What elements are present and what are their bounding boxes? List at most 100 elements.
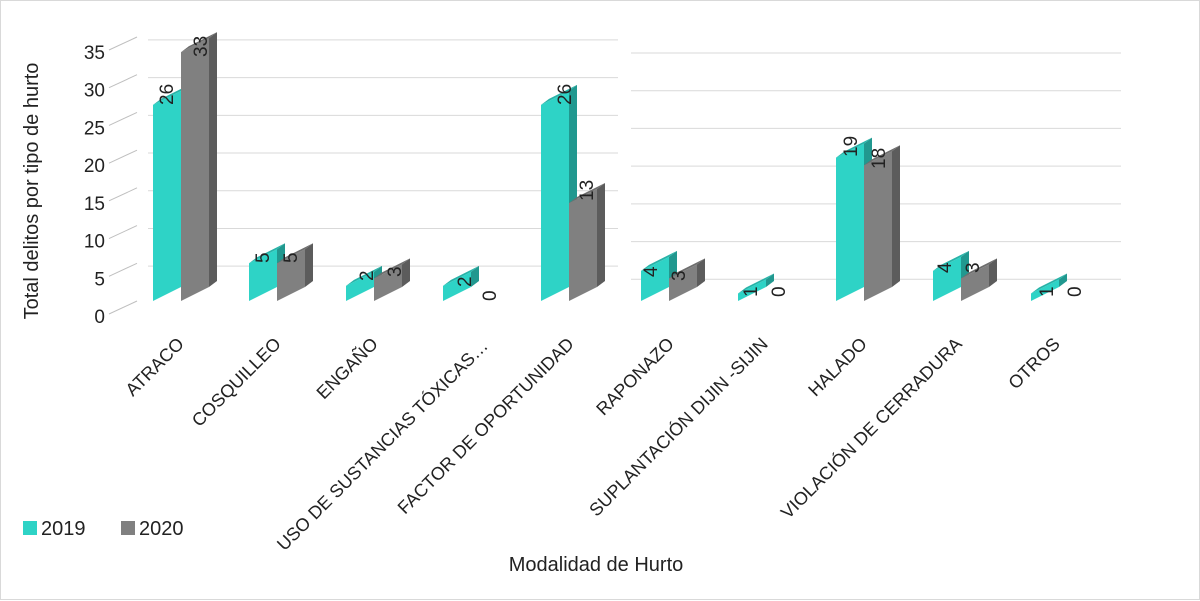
- data-label-2020-5: 3: [669, 270, 690, 281]
- data-label-2020-8: 3: [963, 262, 984, 273]
- bar-top-2020-2: [374, 258, 410, 279]
- legend-swatch-2019: [23, 521, 37, 535]
- y-tick-label: 5: [94, 269, 105, 290]
- category-label-1: COSQUILLEO: [188, 334, 285, 431]
- bar-top-2020-4: [569, 182, 605, 203]
- bar-top-2019-3: [443, 265, 479, 286]
- bar-side-2019-9: [1059, 273, 1067, 287]
- bar-top-2019-5: [641, 250, 677, 271]
- y-tick-label: 15: [84, 194, 105, 215]
- data-label-2019-8: 4: [935, 262, 956, 273]
- y-tick-mark: [108, 187, 138, 202]
- bar-top-2019-1: [249, 243, 285, 264]
- data-label-2019-0: 26: [157, 84, 178, 105]
- bar-side-2020-1: [305, 243, 313, 287]
- bar-2019-2: [346, 271, 374, 301]
- bar-top-2019-0: [153, 84, 189, 105]
- category-label-2: ENGAÑO: [312, 333, 382, 403]
- bar-side-2020-4: [597, 182, 605, 287]
- y-tick-label: 20: [84, 156, 105, 177]
- data-label-2019-1: 5: [253, 252, 274, 263]
- bar-2019-3: [443, 271, 471, 301]
- y-tick-label: 35: [84, 43, 105, 64]
- bar-top-2019-6: [738, 273, 774, 294]
- bar-2020-8: [961, 264, 989, 301]
- category-label-8: VIOLACIÓN DE CERRADURA: [776, 333, 966, 523]
- bar-2020-1: [277, 249, 305, 301]
- bar-top-2019-9: [1031, 273, 1067, 294]
- bar-top-2020-0: [181, 32, 217, 53]
- bar-2020-7: [864, 151, 892, 301]
- data-label-2020-0: 33: [191, 36, 212, 57]
- bar-top-2020-1: [277, 243, 313, 264]
- category-label-5: RAPONAZO: [592, 334, 678, 420]
- legend-swatch-2020: [121, 521, 135, 535]
- data-label-2019-6: 1: [741, 286, 762, 297]
- data-label-2019-3: 2: [455, 276, 476, 287]
- y-axis-ticks: 0 5 10 15 20 25 30 35: [84, 36, 138, 328]
- data-label-2020-1: 5: [281, 252, 302, 263]
- data-label-2019-4: 26: [555, 84, 576, 105]
- bar-side-2020-8: [989, 258, 997, 287]
- y-tick-label: 25: [84, 118, 105, 139]
- bar-top-2020-8: [961, 258, 997, 279]
- bar-2019-4: [541, 90, 569, 301]
- data-label-2019-9: 1: [1037, 286, 1058, 297]
- y-tick-mark: [108, 225, 138, 240]
- bar-top-2019-7: [836, 137, 872, 158]
- bar-side-2020-2: [402, 258, 410, 287]
- y-tick-mark: [108, 36, 138, 51]
- bar-side-2020-5: [697, 258, 705, 287]
- legend-label-2019: 2019: [41, 518, 86, 540]
- bar-2019-9: [1031, 279, 1059, 301]
- category-label-6: SUPLANTACIÓN DIJIN -SIJIN: [585, 333, 772, 520]
- legend: 2019 2020: [23, 518, 184, 540]
- data-label-2020-7: 18: [869, 148, 890, 169]
- bar-2019-1: [249, 249, 277, 301]
- bar-2019-5: [641, 256, 669, 301]
- category-label-0: ATRACO: [122, 334, 188, 400]
- legend-label-2020: 2020: [139, 518, 184, 540]
- data-label-2019-2: 2: [357, 270, 378, 281]
- data-label-2020-2: 3: [385, 266, 406, 277]
- bar-top-2019-4: [541, 84, 577, 105]
- data-label-2020-4: 13: [577, 180, 598, 201]
- gridlines: [148, 39, 1121, 280]
- bar-2020-0: [181, 38, 209, 301]
- y-tick-label: 30: [84, 81, 105, 102]
- bars: [153, 32, 1067, 301]
- category-label-7: HALADO: [804, 334, 870, 400]
- y-tick-mark: [108, 149, 138, 164]
- bar-top-2019-2: [346, 265, 382, 286]
- y-tick-label: 0: [94, 307, 105, 328]
- bar-2020-2: [374, 264, 402, 301]
- x-axis-title: Modalidad de Hurto: [509, 554, 684, 576]
- y-tick-mark: [108, 262, 138, 277]
- bar-2019-8: [933, 256, 961, 301]
- category-label-4: FACTOR DE OPORTUNIDAD: [394, 334, 578, 518]
- data-label-2019-5: 4: [641, 266, 662, 277]
- y-axis-title: Total delitos por tipo de hurto: [21, 63, 43, 320]
- data-label-2020-3: 0: [480, 290, 501, 301]
- bar-side-2019-6: [766, 273, 774, 287]
- data-label-2020-6: 0: [769, 286, 790, 297]
- bar-side-2020-0: [209, 32, 217, 287]
- y-tick-mark: [108, 74, 138, 89]
- bar-2019-7: [836, 143, 864, 301]
- bar-side-2020-7: [892, 145, 900, 287]
- data-label-2019-7: 19: [841, 136, 862, 157]
- bar-2019-0: [153, 90, 181, 301]
- bar-2020-5: [669, 264, 697, 301]
- y-tick-label: 10: [84, 232, 105, 253]
- y-tick-mark: [108, 111, 138, 126]
- bar-top-2020-5: [669, 258, 705, 279]
- y-tick-mark: [108, 300, 138, 315]
- category-label-9: OTROS: [1004, 334, 1063, 393]
- bar-top-2020-7: [864, 145, 900, 166]
- bar-side-2019-3: [471, 265, 479, 287]
- bar-2019-6: [738, 279, 766, 301]
